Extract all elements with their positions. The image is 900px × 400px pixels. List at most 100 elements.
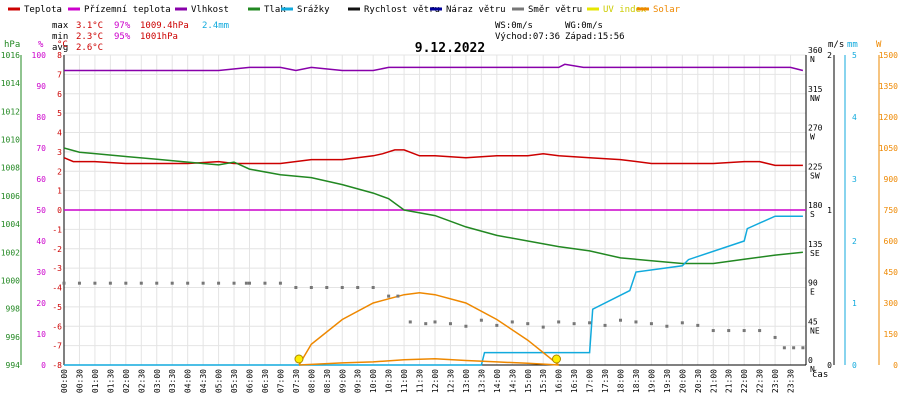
stats-max-label: max	[52, 21, 69, 31]
wind-direction-point	[557, 320, 561, 324]
x-tick-label: 06:30	[261, 369, 270, 393]
wind-direction-point	[62, 281, 66, 285]
wind-direction-point	[619, 318, 622, 322]
wind-direction-point	[495, 323, 499, 327]
wind-direction-point	[325, 286, 329, 289]
wind-direction-point	[680, 321, 684, 325]
tick-label-dir-compass: W	[810, 133, 815, 142]
wind-direction-point	[340, 286, 344, 289]
wind-direction-point	[572, 322, 576, 326]
x-tick-label: 13:00	[462, 369, 471, 393]
x-tick-label: 12:00	[431, 369, 440, 393]
wind-direction-point	[792, 346, 796, 350]
tick-label-w: 450	[884, 268, 899, 277]
wind-direction-point	[711, 329, 715, 333]
x-tick-label: 19:00	[647, 369, 656, 393]
tick-label-hpa: 1010	[1, 136, 20, 145]
tick-label-w: 1350	[879, 82, 898, 91]
tick-label-hpa: 1002	[1, 248, 20, 257]
wind-direction-point	[588, 321, 592, 325]
tick-label-dir: 270	[808, 124, 823, 133]
x-tick-label: 08:30	[323, 369, 332, 393]
x-tick-label: 05:30	[230, 369, 239, 393]
wind-direction-point	[124, 281, 128, 285]
tick-label-pct: 40	[36, 237, 46, 246]
x-axis-title: čas	[812, 369, 828, 380]
tick-label-degc: 5	[57, 109, 62, 118]
wind-speed-info: WS:0m/s	[495, 21, 533, 31]
x-tick-label: 22:30	[756, 369, 765, 393]
x-tick-label: 12:30	[446, 369, 455, 393]
wind-direction-point	[201, 281, 205, 285]
tick-label-mm: 5	[852, 51, 857, 60]
tick-label-dir: 225	[808, 162, 823, 171]
tick-label-w: 1050	[879, 144, 898, 153]
tick-label-ms: 1	[827, 206, 832, 215]
wind-direction-point	[356, 286, 360, 289]
tick-label-hpa: 1012	[1, 107, 20, 116]
tick-label-dir: 45	[808, 317, 818, 326]
legend-label: Solar	[653, 5, 681, 15]
tick-label-dir: 135	[808, 240, 823, 249]
wind-direction-point	[603, 323, 607, 327]
wind-direction-point	[408, 320, 412, 324]
x-tick-label: 10:30	[385, 369, 394, 393]
sunrise-marker	[294, 354, 304, 364]
wind-direction-point	[139, 281, 143, 285]
tick-label-degc: -8	[52, 361, 62, 370]
sunrise-info: Východ:07:36	[495, 32, 560, 42]
stats-min-label: min	[52, 32, 68, 42]
wind-direction-point	[108, 281, 112, 285]
tick-label-dir-compass: N	[810, 55, 815, 64]
axes: 9949969981000100210041006100810101012101…	[1, 46, 898, 393]
axis-title-w: W	[876, 40, 882, 50]
tick-label-dir: 315	[808, 85, 823, 94]
tick-label-dir: 360	[808, 46, 823, 55]
axis-title-hpa: hPa	[4, 40, 20, 50]
wind-direction-point	[278, 281, 282, 285]
x-tick-label: 17:30	[601, 369, 610, 393]
x-tick-label: 09:00	[338, 369, 347, 393]
tick-label-hpa: 996	[6, 333, 21, 342]
series-line-solar	[298, 291, 560, 366]
wind-gust-info: WG:0m/s	[565, 21, 603, 31]
tick-label-degc: -5	[52, 303, 62, 312]
wind-direction-point	[309, 286, 313, 289]
wind-direction-point	[742, 329, 746, 333]
tick-label-mm: 0	[852, 361, 857, 370]
x-tick-label: 09:30	[354, 369, 363, 393]
stats-min-hum: 95%	[114, 32, 131, 42]
tick-label-dir-compass: S	[810, 210, 815, 219]
x-tick-label: 02:00	[122, 369, 131, 393]
x-tick-label: 20:00	[678, 369, 687, 393]
wind-direction-point	[448, 322, 452, 326]
x-tick-label: 07:00	[276, 369, 285, 393]
x-tick-label: 18:30	[632, 369, 641, 393]
chart-title: 9.12.2022	[415, 41, 485, 56]
wind-direction-point	[727, 329, 731, 333]
tick-label-w: 0	[893, 361, 898, 370]
x-tick-label: 01:30	[106, 369, 115, 393]
tick-label-mm: 3	[852, 175, 857, 184]
tick-label-pct: 80	[36, 113, 46, 122]
x-tick-label: 08:00	[307, 369, 316, 393]
tick-label-w: 1200	[879, 113, 898, 122]
tick-label-mm: 1	[852, 299, 857, 308]
wind-direction-point	[244, 281, 248, 285]
wind-direction-point	[782, 346, 786, 350]
tick-label-pct: 10	[36, 330, 46, 339]
legend-label: Vlhkost	[191, 5, 229, 15]
wind-direction-point	[232, 281, 236, 285]
x-tick-label: 23:30	[787, 369, 796, 393]
tick-label-dir-compass: N	[810, 365, 815, 374]
x-tick-label: 16:30	[570, 369, 579, 393]
tick-label-hpa: 1014	[1, 79, 20, 88]
x-tick-label: 03:00	[153, 369, 162, 393]
tick-label-degc: 8	[57, 51, 62, 60]
tick-label-w: 1500	[879, 51, 898, 60]
tick-label-w: 300	[884, 299, 899, 308]
wind-direction-point	[464, 324, 468, 328]
x-tick-label: 21:30	[725, 369, 734, 393]
axis-title-ms: m/s	[828, 40, 844, 50]
legend-label: Náraz větru	[446, 5, 506, 15]
